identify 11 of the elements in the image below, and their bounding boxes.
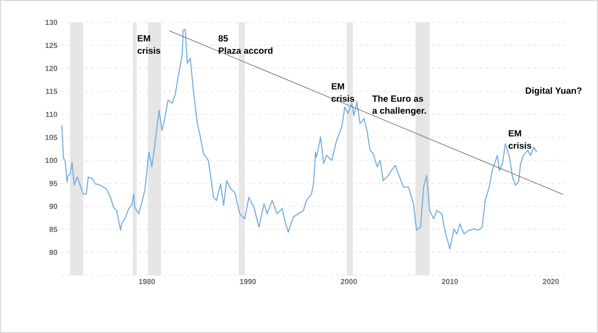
annotation: 85 — [218, 35, 228, 42]
annotation: EM — [332, 83, 344, 90]
annotation: a challenger. — [372, 107, 426, 116]
annotation: EM — [508, 130, 522, 136]
annotation: The Euro as — [372, 95, 424, 102]
annotation: Digital Yuan? — [526, 87, 582, 96]
annotation: crisis — [508, 142, 532, 149]
annotation: crisis — [138, 47, 160, 54]
annotation: crisis — [332, 95, 354, 102]
annotation: EM — [138, 35, 150, 42]
annotation: Plaza accord — [218, 47, 272, 54]
